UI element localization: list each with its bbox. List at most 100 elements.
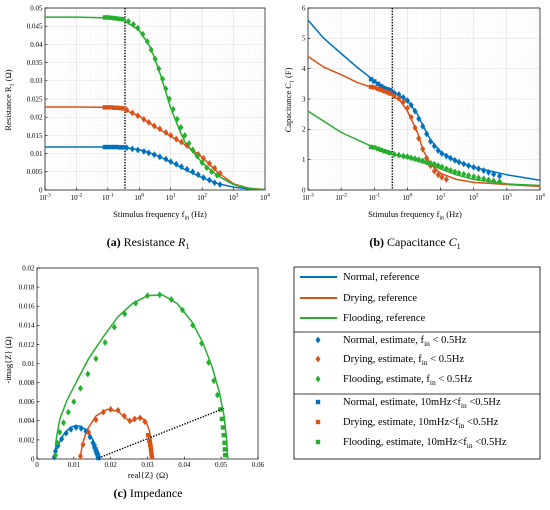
x-tick-label: 103 (229, 193, 239, 203)
normal-estimate-point (115, 144, 120, 150)
flooding-estimate-point (102, 339, 108, 346)
drying-estimate-point (149, 454, 155, 460)
normal-estimate-point (461, 160, 467, 168)
normal-estimate-point (382, 85, 387, 91)
normal-estimate-point (200, 174, 207, 182)
legend-entry-label: Flooding, estimate, 10mHz<fin <0.5Hz (343, 437, 507, 450)
legend-entry-subscript: in (459, 421, 465, 430)
y-tick-label: 0.045 (27, 23, 43, 31)
flooding-estimate-point (435, 162, 441, 170)
drying-estimate-point (431, 167, 437, 175)
legend-entry-text: Flooding, estimate, 10mHz<f (343, 437, 467, 448)
flooding-estimate-point (385, 149, 390, 155)
normal-estimate-point (465, 162, 472, 170)
y-tick-label: 0.018 (19, 284, 35, 292)
normal-estimate-point (475, 165, 482, 173)
normal-estimate-point (206, 176, 212, 184)
normal-estimate-point (375, 81, 381, 87)
flooding-estimate-point (485, 176, 492, 184)
flooding-diamond-markers (125, 18, 220, 179)
normal-estimate-point (212, 179, 218, 187)
y-tick-label: 0.025 (27, 95, 43, 103)
legend-entry-text: Drying, reference (343, 293, 417, 304)
y-tick-label: 0.03 (30, 77, 43, 85)
y-tick-label: 0 (302, 186, 306, 194)
x-tick-label: 10-1 (368, 193, 380, 203)
drying-estimate-point (124, 106, 130, 114)
y-tick-label: 4 (302, 65, 306, 73)
normal-estimate-point (141, 147, 147, 155)
legend: Normal, reference Drying, reference Floodi… (293, 266, 541, 460)
drying-estimate-point (206, 159, 212, 167)
x-tick-label: 0.03 (141, 461, 154, 469)
legend-entry-tail: < 0.5Hz (436, 374, 473, 385)
drying-estimate-point (148, 449, 154, 454)
normal-estimate-point (87, 433, 93, 441)
legend-diamond-sample (315, 375, 321, 383)
drying-square-markers (368, 84, 393, 96)
legend-entry-label: Flooding, reference (343, 313, 426, 324)
flooding-estimate-point (439, 163, 445, 171)
normal-estimate-point (456, 158, 462, 166)
y-tick-label: 6 (302, 4, 306, 12)
normal-estimate-point (163, 155, 169, 163)
normal-square-markers (102, 144, 126, 150)
normal-estimate-point (129, 145, 135, 153)
y-tick-label: 2 (302, 126, 306, 134)
legend-square-sample (315, 439, 321, 445)
drying-estimate-point (142, 418, 148, 426)
flooding-estimate-point (456, 169, 462, 177)
legend-entry-text: Drying, estimate, 10mHz<f (343, 417, 459, 428)
drying-estimate-point (93, 416, 99, 424)
drying-estimate-point (108, 405, 114, 413)
x-tick-label: 100 (403, 193, 413, 203)
normal-estimate-point (443, 152, 449, 160)
legend-entry-subscript: in (467, 441, 473, 450)
drying-estimate-point (77, 452, 84, 460)
drying-estimate-point (115, 406, 121, 414)
drying-estimate-point (173, 135, 179, 143)
drying-estimate-point (404, 104, 411, 112)
legend-entry-label: Normal, estimate, fin < 0.5Hz (343, 335, 467, 348)
x-tick-label: 0.02 (105, 461, 118, 469)
flooding-estimate-point (387, 150, 393, 156)
normal-estimate-point (109, 144, 114, 150)
flooding-estimate-point (211, 377, 217, 385)
flooding-square-markers (368, 144, 393, 156)
drying-estimate-point (80, 441, 86, 449)
normal-diamond-markers (391, 89, 503, 180)
resistance-panel: Resistance R1 (Ω) Stimulus frequency fin… (3, 4, 270, 251)
legend-entry-tail: <0.5Hz (467, 397, 501, 408)
normal-estimate-point (168, 158, 174, 166)
x-tick-label: 10-3 (302, 193, 314, 203)
flooding-estimate-point (214, 171, 220, 179)
y-tick-label: 0.05 (30, 4, 43, 12)
x-tick-label: 104 (260, 193, 270, 203)
normal-estimate-point (431, 142, 437, 150)
drying-diamond-markers (391, 92, 449, 183)
flooding-estimate-point (77, 384, 84, 392)
flooding-estimate-point (93, 355, 99, 363)
flooding-estimate-point (168, 296, 175, 303)
flooding-estimate-point (105, 15, 111, 20)
drying-estimate-point (121, 412, 127, 420)
normal-estimate-point (420, 122, 426, 130)
flooding-estimate-point (220, 425, 226, 430)
legend-square-sample (315, 399, 321, 405)
normal-estimate-point (485, 168, 492, 176)
drying-estimate-point (100, 408, 106, 416)
legend-entry-subscript: in (461, 401, 467, 410)
x-tick-label: 10-3 (39, 193, 51, 203)
flooding-estimate-point (156, 65, 162, 73)
drying-estimate-point (146, 118, 152, 126)
capacitance-panel: Capacitance C1 (F) Stimulus frequency fi… (283, 4, 545, 251)
normal-estimate-point (378, 84, 384, 89)
drying-estimate-point (391, 92, 397, 100)
x-tick-label: 0.05 (215, 461, 228, 469)
flooding-estimate-point (408, 154, 414, 162)
flooding-estimate-point (222, 440, 227, 445)
legend-entry-subscript: in (424, 339, 430, 348)
normal-estimate-point (68, 425, 74, 433)
drying-estimate-point (102, 105, 108, 110)
